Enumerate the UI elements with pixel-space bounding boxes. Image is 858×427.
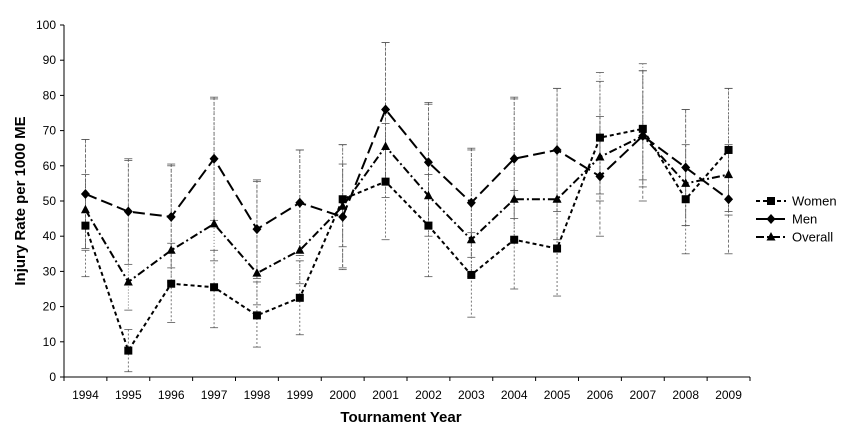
data-point-overall bbox=[80, 204, 90, 214]
data-point-women bbox=[81, 221, 90, 230]
series-line-women bbox=[84, 127, 730, 353]
data-point-men bbox=[724, 194, 734, 205]
data-point-men bbox=[209, 153, 219, 164]
series-line-overall bbox=[84, 134, 729, 284]
data-point-overall bbox=[681, 178, 691, 187]
y-tick-label: 60 bbox=[43, 159, 57, 173]
y-tick-label: 40 bbox=[43, 229, 57, 243]
data-point-men bbox=[423, 157, 433, 168]
x-tick-label: 2009 bbox=[715, 388, 742, 402]
series-markers bbox=[80, 104, 734, 355]
x-tick-label: 1995 bbox=[115, 388, 142, 402]
data-point-women bbox=[252, 311, 261, 320]
axes bbox=[60, 24, 751, 381]
y-tick-label: 90 bbox=[43, 53, 57, 67]
data-point-overall bbox=[724, 169, 734, 179]
data-point-overall bbox=[638, 130, 648, 140]
y-tick-label: 80 bbox=[43, 88, 57, 102]
data-point-overall bbox=[423, 190, 433, 200]
x-axis-title: Tournament Year bbox=[340, 409, 461, 426]
legend: Women Men Overall bbox=[756, 194, 837, 245]
data-point-women bbox=[124, 346, 133, 355]
series-lines bbox=[84, 107, 730, 353]
x-tick-label: 2005 bbox=[544, 388, 571, 402]
data-point-overall bbox=[381, 141, 391, 150]
data-point-men bbox=[381, 104, 391, 115]
data-point-women bbox=[467, 270, 476, 279]
tick-labels: 0 10 20 30 40 50 60 70 80 90 100 1994 1995 1996 1997 19… bbox=[36, 18, 742, 402]
series-line-men bbox=[85, 107, 730, 231]
x-tick-label: 2000 bbox=[329, 388, 356, 402]
y-axis-title: Injury Rate per 1000 ME bbox=[12, 116, 29, 285]
data-point-men bbox=[595, 171, 605, 182]
x-tick-label: 2004 bbox=[501, 388, 528, 402]
data-point-men bbox=[123, 206, 133, 217]
data-point-overall bbox=[166, 245, 176, 254]
data-point-women bbox=[295, 293, 304, 302]
data-point-men bbox=[509, 153, 519, 164]
x-tick-label: 1998 bbox=[244, 388, 271, 402]
y-tick-label: 100 bbox=[36, 18, 56, 32]
data-point-women bbox=[424, 221, 433, 230]
y-tick-label: 20 bbox=[43, 300, 57, 314]
x-tick-label: 1996 bbox=[158, 388, 185, 402]
data-point-overall bbox=[338, 201, 348, 210]
x-tick-label: 1994 bbox=[72, 388, 99, 402]
x-tick-label: 2001 bbox=[372, 388, 399, 402]
data-point-women bbox=[210, 283, 219, 292]
data-point-women bbox=[167, 279, 176, 288]
data-point-men bbox=[166, 211, 176, 222]
x-tick-label: 2002 bbox=[415, 388, 442, 402]
x-tick-label: 1999 bbox=[286, 388, 313, 402]
data-point-women bbox=[724, 145, 733, 154]
x-tick-label: 1997 bbox=[201, 388, 228, 402]
data-point-men bbox=[338, 211, 348, 222]
legend-marker-women bbox=[767, 197, 775, 205]
y-tick-label: 10 bbox=[43, 335, 57, 349]
x-tick-label: 2008 bbox=[672, 388, 699, 402]
data-point-men bbox=[295, 197, 305, 208]
data-point-women bbox=[381, 177, 390, 186]
data-point-overall bbox=[552, 194, 562, 203]
data-point-women bbox=[338, 195, 347, 204]
data-point-overall bbox=[295, 245, 305, 254]
y-tick-label: 50 bbox=[43, 194, 57, 208]
x-tick-label: 2006 bbox=[587, 388, 614, 402]
data-point-women bbox=[638, 124, 647, 133]
data-point-men bbox=[466, 197, 476, 208]
legend-label-men: Men bbox=[792, 212, 817, 227]
data-point-men bbox=[552, 144, 562, 155]
data-point-overall bbox=[123, 276, 133, 286]
legend-label-women: Women bbox=[792, 194, 837, 209]
data-point-women bbox=[510, 235, 519, 244]
data-point-overall bbox=[595, 152, 605, 161]
data-point-overall bbox=[509, 194, 519, 203]
y-tick-label: 0 bbox=[49, 370, 56, 384]
data-point-women bbox=[595, 133, 604, 142]
x-tick-label: 2007 bbox=[629, 388, 656, 402]
data-point-women bbox=[681, 195, 690, 204]
data-point-women bbox=[553, 244, 562, 253]
data-point-overall bbox=[466, 234, 476, 244]
legend-marker-overall bbox=[766, 232, 776, 241]
data-point-men bbox=[80, 188, 90, 199]
legend-label-overall: Overall bbox=[792, 230, 833, 245]
data-point-overall bbox=[252, 268, 262, 277]
data-point-men bbox=[252, 224, 262, 235]
y-tick-label: 30 bbox=[43, 264, 57, 278]
data-point-overall bbox=[209, 218, 219, 228]
data-point-men bbox=[681, 162, 691, 173]
y-tick-label: 70 bbox=[43, 124, 57, 138]
x-tick-label: 2003 bbox=[458, 388, 485, 402]
legend-marker-men bbox=[766, 214, 776, 224]
